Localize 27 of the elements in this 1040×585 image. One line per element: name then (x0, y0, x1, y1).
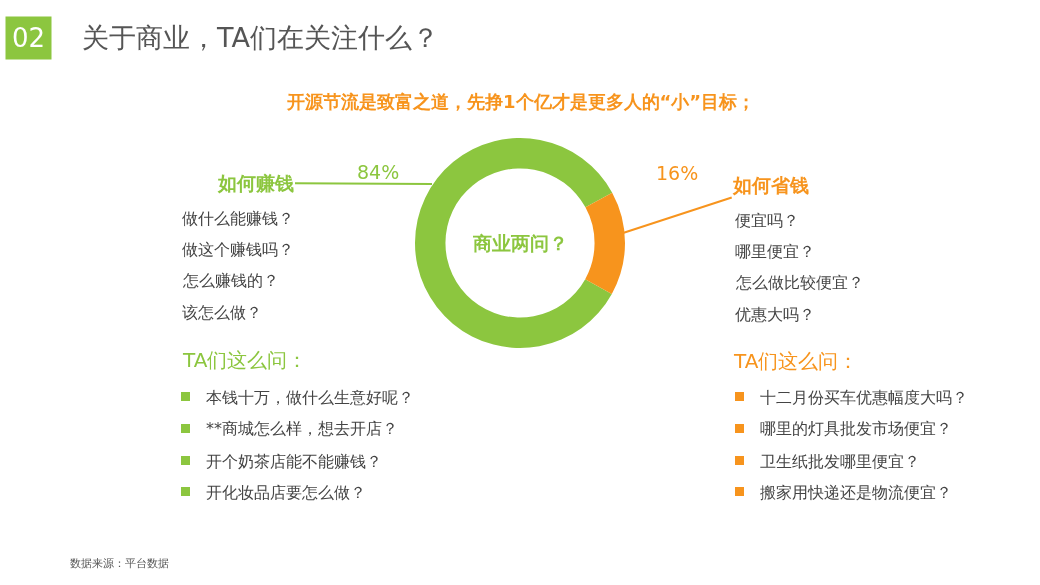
slice-label: 如何赚钱 (217, 172, 294, 194)
text: 搬家用快递还是物流便宜？ (760, 483, 952, 502)
text: **商城怎么样，想去开店？ (206, 419, 398, 438)
text: 做什么能赚钱？ (182, 209, 294, 228)
text: 哪里便宜？ (735, 242, 815, 261)
text: TA们这么问： (182, 348, 308, 372)
chart-subtitle: 开源节流是致富之道，先挣1个亿才是更多人的“小”目标； (286, 91, 756, 112)
chart-title: 关于商业，TA们在关注什么？ (82, 22, 439, 53)
data-label: 84% (357, 161, 400, 183)
text: 优惠大吗？ (735, 305, 815, 324)
text: 十二月份买车优惠幅度大吗？ (760, 388, 968, 407)
text: 开化妆品店要怎么做？ (206, 483, 366, 502)
text: 便宜吗？ (735, 211, 799, 230)
text: 商业两问？ (472, 232, 568, 254)
text: 本钱十万，做什么生意好呢？ (206, 388, 414, 407)
text: TA们这么问： (733, 349, 859, 373)
text: 卫生纸批发哪里便宜？ (760, 452, 920, 471)
source-note: 数据来源：平台数据 (70, 557, 169, 570)
text: 开个奶茶店能不能赚钱？ (206, 452, 382, 471)
text: 怎么赚钱的？ (182, 271, 279, 290)
data-label: 16% (656, 162, 699, 184)
text: 该怎么做？ (182, 303, 262, 322)
text: 哪里的灯具批发市场便宜？ (760, 419, 952, 438)
text: 02 (12, 23, 46, 53)
text: 做这个赚钱吗？ (182, 240, 294, 259)
slice-label: 如何省钱 (732, 174, 809, 196)
text: 怎么做比较便宜？ (735, 273, 864, 292)
